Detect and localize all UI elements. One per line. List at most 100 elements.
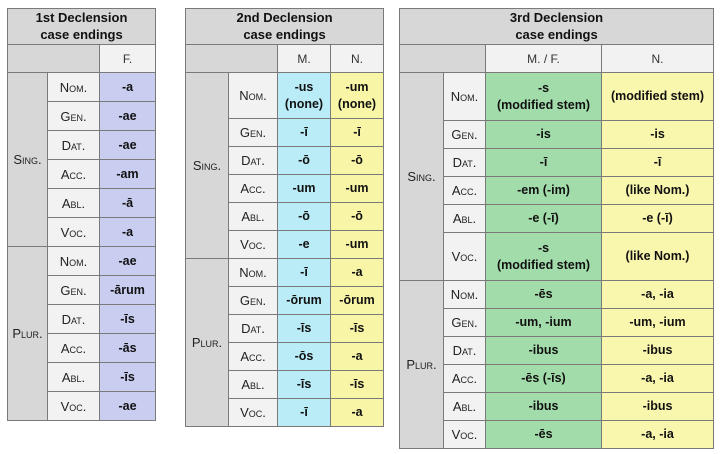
ending-cell: -ibus <box>600 336 715 365</box>
case-label-vocative: Voc. <box>228 398 278 427</box>
case-label-ablative: Abl. <box>47 188 100 218</box>
ending-cell: -ī <box>277 398 331 427</box>
case-label-dative: Dat. <box>47 130 100 160</box>
case-label-genitive: Gen. <box>443 308 486 337</box>
column-header-neuter: N. <box>329 44 385 73</box>
section-label-plural: Plur. <box>7 246 48 421</box>
ending-cell: -a <box>98 217 157 247</box>
ending-cell: -ī <box>600 148 715 177</box>
ending-cell: -ēs <box>485 420 602 449</box>
ending-cell: -a <box>329 258 385 287</box>
ending-cell: -ēs <box>485 280 602 309</box>
ending-cell: -em (-im) <box>485 176 602 205</box>
column-header-neuter: N. <box>600 44 715 73</box>
ending-cell: -a, -ia <box>600 364 715 393</box>
case-label-vocative: Voc. <box>443 420 486 449</box>
second-declension-table: 2nd Declension case endings M. N. Sing. … <box>184 8 385 427</box>
ending-cell: -e (-ī) <box>485 204 602 233</box>
ending-cell: -īs <box>329 370 385 399</box>
ending-cell: -ibus <box>485 336 602 365</box>
ending-cell: -um, -ium <box>600 308 715 337</box>
case-label-genitive: Gen. <box>47 101 100 131</box>
case-label-genitive: Gen. <box>443 120 486 149</box>
case-label-vocative: Voc. <box>443 232 486 281</box>
case-label-nominative: Nom. <box>228 72 278 119</box>
ending-cell: -ibus <box>600 392 715 421</box>
ending-cell: -ī <box>277 118 331 147</box>
case-label-accusative: Acc. <box>47 159 100 189</box>
column-header-masculine: M. <box>277 44 331 73</box>
table-title: 2nd Declension case endings <box>184 8 385 45</box>
ending-cell: -um <box>277 174 331 203</box>
table-title: 3rd Declension case endings <box>398 8 715 45</box>
case-label-genitive: Gen. <box>47 275 100 305</box>
case-label-nominative: Nom. <box>47 246 100 276</box>
case-label-dative: Dat. <box>47 304 100 334</box>
case-label-ablative: Abl. <box>443 392 486 421</box>
ending-cell: -um, -ium <box>485 308 602 337</box>
case-label-dative: Dat. <box>443 336 486 365</box>
ending-cell: (like Nom.) <box>600 232 715 281</box>
ending-cell: -us (none) <box>277 72 331 119</box>
ending-cell: -ās <box>98 333 157 363</box>
blank-header-cell <box>399 44 486 73</box>
ending-cell: -a <box>98 72 157 102</box>
ending-cell: -īs <box>329 314 385 343</box>
section-label-singular: Sing. <box>7 72 48 247</box>
ending-cell: -is <box>600 120 715 149</box>
case-label-dative: Dat. <box>228 146 278 175</box>
ending-cell: -a, -ia <box>600 280 715 309</box>
first-declension-table: 1st Declension case endings F. Sing. Nom… <box>6 8 157 421</box>
ending-cell: -ae <box>98 246 157 276</box>
ending-cell: -um <box>329 230 385 259</box>
ending-cell: -ō <box>329 146 385 175</box>
case-label-vocative: Voc. <box>228 230 278 259</box>
case-label-vocative: Voc. <box>47 391 100 421</box>
case-label-ablative: Abl. <box>47 362 100 392</box>
column-header-feminine: F. <box>98 44 157 73</box>
ending-cell: -ae <box>98 391 157 421</box>
ending-cell: -ō <box>277 146 331 175</box>
ending-cell: -ae <box>98 101 157 131</box>
case-label-accusative: Acc. <box>443 364 486 393</box>
ending-cell: (like Nom.) <box>600 176 715 205</box>
section-label-singular: Sing. <box>399 72 444 281</box>
ending-cell: -e <box>277 230 331 259</box>
ending-cell: -s (modified stem) <box>485 72 602 121</box>
table-title: 1st Declension case endings <box>6 8 157 45</box>
ending-cell: -ā <box>98 188 157 218</box>
blank-header-cell <box>185 44 278 73</box>
case-label-accusative: Acc. <box>228 342 278 371</box>
case-label-accusative: Acc. <box>47 333 100 363</box>
case-label-genitive: Gen. <box>228 118 278 147</box>
section-label-plural: Plur. <box>185 258 229 427</box>
case-label-dative: Dat. <box>443 148 486 177</box>
ending-cell: -īs <box>277 314 331 343</box>
ending-cell: -ō <box>277 202 331 231</box>
ending-cell: -ōrum <box>277 286 331 315</box>
case-label-dative: Dat. <box>228 314 278 343</box>
column-header-masculine-feminine: M. / F. <box>485 44 602 73</box>
case-label-accusative: Acc. <box>443 176 486 205</box>
ending-cell: -ārum <box>98 275 157 305</box>
case-label-accusative: Acc. <box>228 174 278 203</box>
ending-cell: -a, -ia <box>600 420 715 449</box>
ending-cell: -ī <box>277 258 331 287</box>
ending-cell: -a <box>329 342 385 371</box>
ending-cell: -a <box>329 398 385 427</box>
ending-cell: -ōrum <box>329 286 385 315</box>
ending-cell: -ī <box>485 148 602 177</box>
ending-cell: -is <box>485 120 602 149</box>
ending-cell: -am <box>98 159 157 189</box>
ending-cell: -s (modified stem) <box>485 232 602 281</box>
ending-cell: -ī <box>329 118 385 147</box>
case-label-genitive: Gen. <box>228 286 278 315</box>
ending-cell: -ōs <box>277 342 331 371</box>
case-label-nominative: Nom. <box>443 280 486 309</box>
ending-cell: -e (-ī) <box>600 204 715 233</box>
ending-cell: (modified stem) <box>600 72 715 121</box>
ending-cell: -ēs (-īs) <box>485 364 602 393</box>
case-label-vocative: Voc. <box>47 217 100 247</box>
case-label-ablative: Abl. <box>228 202 278 231</box>
